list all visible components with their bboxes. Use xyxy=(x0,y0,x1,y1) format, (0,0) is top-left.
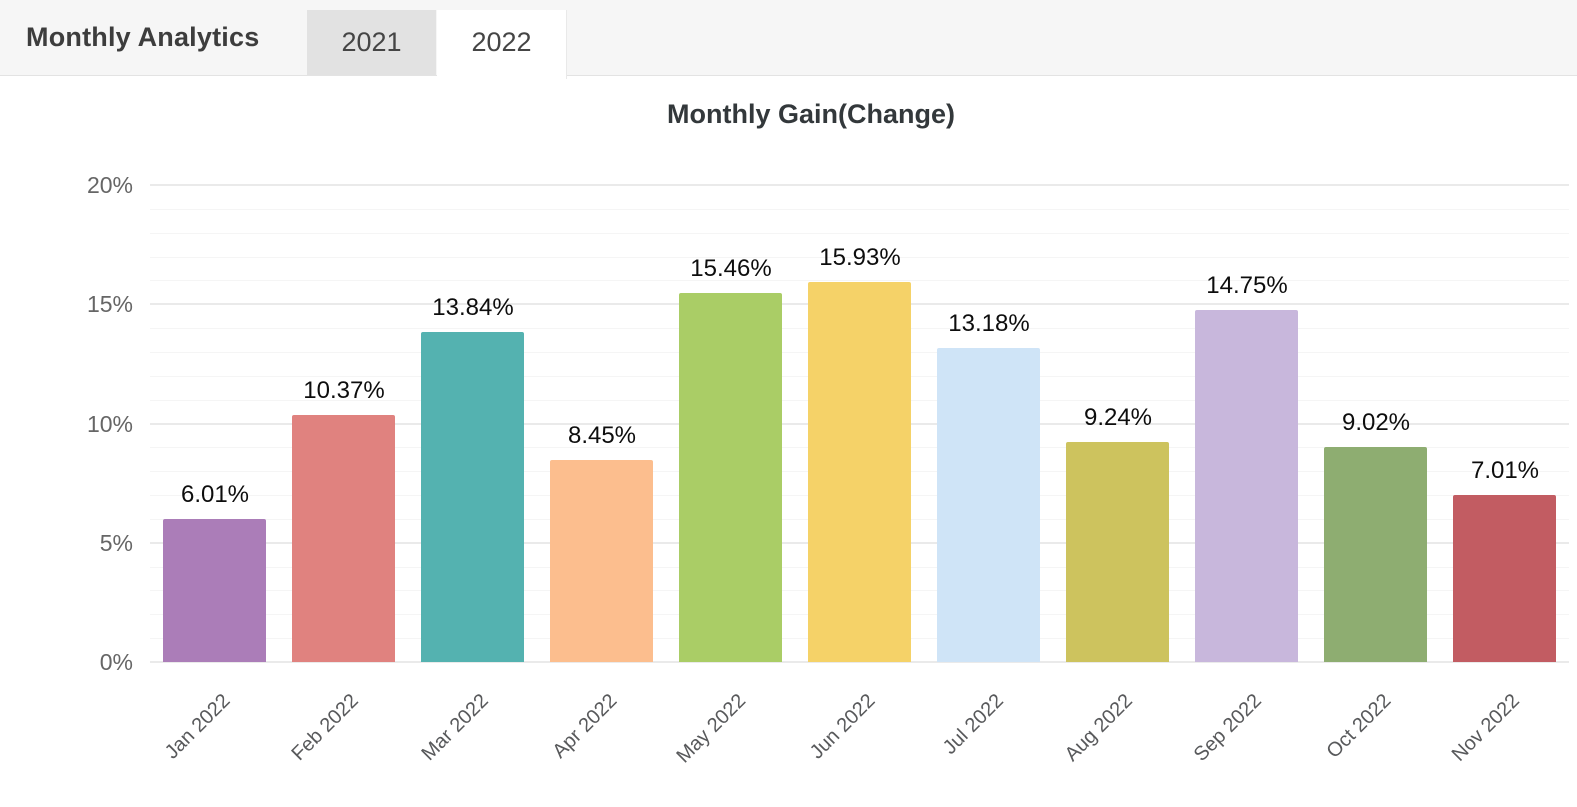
bar-value-label: 6.01% xyxy=(180,481,250,508)
y-axis-tick-label: 0% xyxy=(99,649,133,675)
gridline-major xyxy=(150,661,1569,663)
bar-value-label: 15.93% xyxy=(819,244,901,271)
bar-jul-2022[interactable] xyxy=(937,348,1040,662)
bar-value-label: 13.84% xyxy=(432,294,514,321)
x-axis-tick-label: Oct 2022 xyxy=(1322,689,1396,763)
gridline-minor xyxy=(150,209,1569,210)
bar-aug-2022[interactable] xyxy=(1066,442,1169,662)
gridline-major xyxy=(150,184,1569,186)
x-axis-tick-label: Sep 2022 xyxy=(1190,689,1267,766)
bar-feb-2022[interactable] xyxy=(292,415,395,662)
x-axis-tick-label: Jun 2022 xyxy=(805,689,880,764)
chart-title: Monthly Gain(Change) xyxy=(667,99,955,129)
x-axis-tick-label: Nov 2022 xyxy=(1448,689,1525,766)
x-axis-tick-label: Jul 2022 xyxy=(939,689,1009,759)
page-title: Monthly Analytics xyxy=(26,22,260,52)
x-axis-tick-label: Mar 2022 xyxy=(416,689,493,766)
bar-may-2022[interactable] xyxy=(679,293,782,662)
bar-value-label: 8.45% xyxy=(567,422,637,449)
bar-mar-2022[interactable] xyxy=(421,332,524,662)
bar-value-label: 7.01% xyxy=(1470,457,1540,484)
x-axis-tick-label: Aug 2022 xyxy=(1061,689,1138,766)
bar-value-label: 14.75% xyxy=(1206,272,1288,299)
x-axis-tick-label: May 2022 xyxy=(672,689,751,768)
gridline-minor xyxy=(150,280,1569,281)
gridline-minor xyxy=(150,257,1569,258)
y-axis-tick-label: 5% xyxy=(99,530,133,556)
y-axis-tick-label: 15% xyxy=(86,291,133,317)
x-axis-tick-label: Feb 2022 xyxy=(287,689,364,766)
bar-value-label: 15.46% xyxy=(690,255,772,282)
tab-2021[interactable]: 2021 xyxy=(307,10,436,75)
bar-jan-2022[interactable] xyxy=(163,519,266,662)
bar-value-label: 13.18% xyxy=(948,310,1030,337)
bar-value-label: 9.24% xyxy=(1083,404,1153,431)
bar-value-label: 10.37% xyxy=(303,377,385,404)
bar-sep-2022[interactable] xyxy=(1195,310,1298,662)
tab-2022[interactable]: 2022 xyxy=(437,10,567,79)
header-bar: Monthly Analytics 2021 2022 xyxy=(0,0,1577,79)
x-axis-tick-label: Jan 2022 xyxy=(160,689,235,764)
bar-oct-2022[interactable] xyxy=(1324,447,1427,662)
y-axis-tick-label: 10% xyxy=(86,411,133,437)
bar-apr-2022[interactable] xyxy=(550,460,653,662)
y-axis-tick-label: 20% xyxy=(86,172,133,198)
bar-jun-2022[interactable] xyxy=(808,282,911,662)
bar-value-label: 9.02% xyxy=(1341,409,1411,436)
bar-nov-2022[interactable] xyxy=(1453,495,1556,662)
x-axis-tick-label: Apr 2022 xyxy=(548,689,622,763)
gridline-minor xyxy=(150,233,1569,234)
